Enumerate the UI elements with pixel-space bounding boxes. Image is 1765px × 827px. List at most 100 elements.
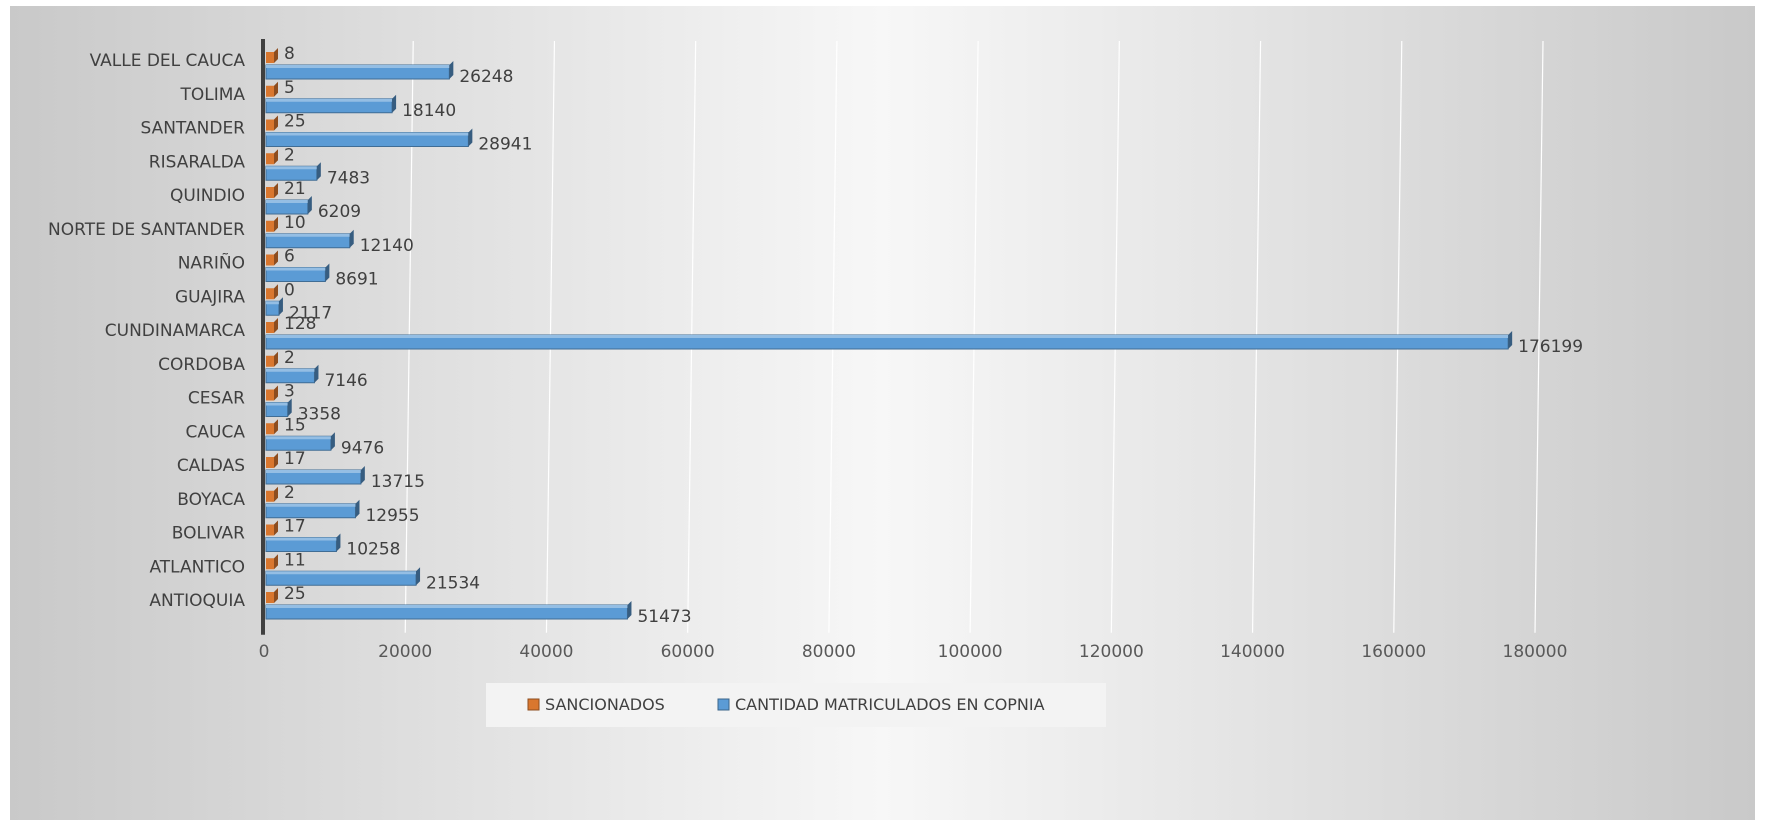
bar-sancionados	[266, 85, 274, 97]
data-label: 2	[284, 145, 295, 165]
bar-highlight	[266, 605, 628, 608]
data-label: 10258	[346, 540, 400, 560]
bar-side	[336, 533, 341, 552]
bar-side	[449, 61, 454, 79]
y-tick-label: SANTANDER	[140, 119, 245, 139]
bar-sancionados	[266, 220, 274, 232]
bar-highlight	[266, 233, 350, 237]
legend-label: SANCIONADOS	[545, 695, 665, 714]
bar-side	[274, 115, 278, 131]
bar-side	[274, 250, 278, 266]
data-label: 13715	[371, 472, 425, 492]
data-label: 12140	[360, 236, 414, 256]
bar-side	[274, 183, 278, 198]
y-tick-label: CUNDINAMARCA	[105, 321, 246, 341]
y-tick-label: CORDOBA	[158, 355, 245, 375]
bar-highlight	[266, 436, 331, 440]
data-label: 8	[284, 44, 295, 64]
y-axis	[261, 39, 265, 635]
bar-highlight	[266, 571, 417, 575]
bar-side	[392, 94, 397, 113]
data-label: 6209	[318, 202, 361, 222]
bar-highlight	[266, 267, 326, 271]
data-label: 25	[284, 112, 306, 132]
bar-side	[274, 453, 278, 468]
bar-side	[627, 601, 632, 619]
bar-highlight	[266, 200, 308, 203]
x-tick-label: 160000	[1361, 642, 1426, 662]
data-label: 2	[284, 483, 295, 503]
y-tick-label: BOLIVAR	[172, 524, 245, 544]
x-tick-label: 80000	[802, 642, 856, 662]
bar-side	[274, 318, 278, 333]
bar-side	[274, 284, 278, 300]
bar-sancionados	[266, 52, 274, 63]
data-label: 21	[284, 179, 306, 199]
y-tick-label: NARIÑO	[178, 252, 245, 274]
bar-side	[316, 162, 321, 181]
chart: 0 20000 40000 60000 80000 100000 120000 140000 1…	[10, 6, 1755, 820]
bar-side	[355, 499, 360, 518]
legend: SANCIONADOS CANTIDAD MATRICULADOS EN COPN…	[486, 683, 1106, 727]
bar-sancionados	[266, 119, 274, 131]
bar-sancionados	[266, 322, 274, 333]
gridline	[1534, 40, 1544, 633]
y-tick-label: NORTE DE SANTANDER	[48, 220, 245, 240]
data-label: 128	[284, 314, 316, 334]
bar-side	[330, 432, 335, 451]
data-label: 12955	[365, 506, 419, 526]
data-label: 7483	[327, 168, 370, 188]
bar-highlight	[266, 301, 279, 305]
data-label: 7146	[324, 371, 367, 391]
bar-side	[274, 81, 278, 97]
data-label: 11	[284, 550, 306, 570]
data-label: 2	[284, 348, 295, 368]
bar-sancionados	[266, 490, 274, 502]
bar-side	[274, 520, 278, 536]
data-labels: 2551473112153417102582129551713715159476…	[284, 44, 1583, 627]
bar-highlight	[266, 132, 469, 136]
bar-side	[274, 554, 278, 570]
bar-sancionados	[266, 389, 274, 401]
data-label: 17	[284, 449, 306, 469]
bar-side	[274, 216, 278, 232]
bar-sancionados	[266, 355, 274, 367]
x-tick-label: 40000	[519, 642, 573, 662]
y-tick-label: QUINDIO	[170, 186, 245, 206]
bar-chart: 0 20000 40000 60000 80000 100000 120000 140000 1…	[10, 6, 1755, 820]
x-tick-label: 0	[259, 642, 270, 662]
bar-sancionados	[266, 592, 274, 603]
y-tick-label: ATLANTICO	[149, 557, 245, 577]
bar-side	[349, 229, 354, 248]
y-tick-label: VALLE DEL CAUCA	[90, 51, 246, 71]
bar-side	[360, 466, 365, 484]
y-tick-label: RISARALDA	[149, 152, 246, 172]
y-tick-label: GUAJIRA	[175, 287, 245, 307]
data-label: 21534	[426, 573, 480, 593]
x-tick-label: 180000	[1503, 642, 1568, 662]
bar-highlight	[266, 402, 288, 406]
bar-side	[287, 398, 292, 417]
data-label: 3358	[298, 405, 341, 425]
data-label: 26248	[459, 67, 513, 87]
data-label: 17	[284, 517, 306, 537]
bar-sancionados	[266, 288, 274, 300]
bar-sancionados	[266, 457, 274, 468]
y-tick-label: CALDAS	[177, 456, 245, 476]
bar-side	[416, 567, 421, 586]
bar-side	[274, 149, 278, 165]
y-tick-label: ANTIOQUIA	[149, 591, 245, 611]
bar-highlight	[266, 166, 317, 170]
bar-side	[274, 385, 278, 401]
x-tick-label: 120000	[1079, 642, 1144, 662]
bar-side	[1508, 331, 1513, 349]
data-label: 8691	[335, 270, 378, 290]
x-tick-label: 20000	[378, 642, 432, 662]
data-label: 18140	[402, 101, 456, 121]
bar-highlight	[266, 65, 450, 68]
y-tick-label: CAUCA	[186, 422, 246, 442]
data-label: 0	[284, 280, 295, 300]
bars	[265, 48, 1513, 620]
bar-highlight	[266, 335, 1509, 338]
axes: 0 20000 40000 60000 80000 100000 120000 140000 1…	[48, 39, 1567, 662]
